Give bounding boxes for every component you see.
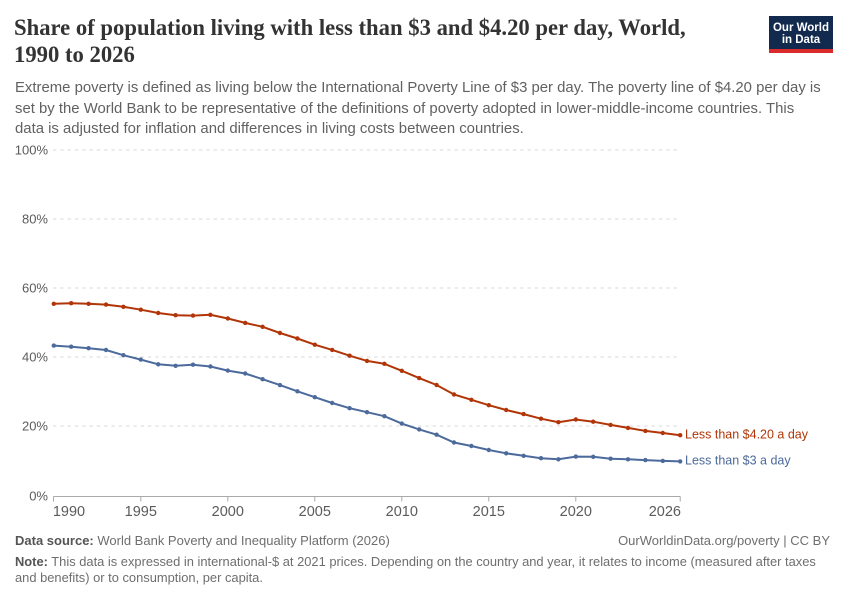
svg-text:2020: 2020 [560,504,592,520]
svg-text:40%: 40% [22,350,48,365]
svg-text:60%: 60% [22,281,48,296]
svg-text:Less than $3 a day: Less than $3 a day [685,454,791,468]
svg-text:Less than $4.20 a day: Less than $4.20 a day [685,428,809,442]
svg-text:1995: 1995 [125,504,157,520]
svg-text:2026: 2026 [649,504,681,520]
svg-text:2010: 2010 [386,504,418,520]
svg-text:80%: 80% [22,212,48,227]
svg-text:100%: 100% [15,143,49,158]
svg-text:2005: 2005 [299,504,331,520]
svg-text:20%: 20% [22,419,48,434]
svg-text:1990: 1990 [53,504,85,520]
svg-text:2000: 2000 [212,504,244,520]
svg-text:0%: 0% [29,489,48,504]
svg-text:2015: 2015 [473,504,505,520]
